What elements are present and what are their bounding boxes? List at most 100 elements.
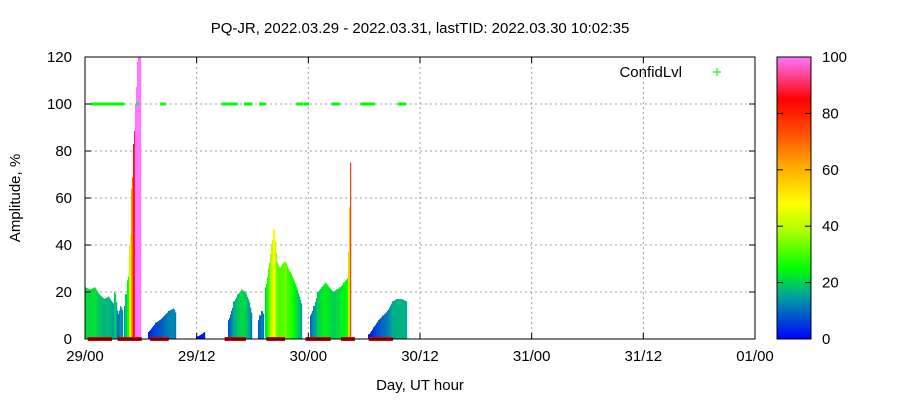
grid bbox=[85, 57, 755, 339]
amplitude-bar bbox=[273, 228, 275, 339]
confidence-point bbox=[244, 102, 247, 106]
amplitude-bar bbox=[402, 299, 404, 339]
amplitude-bar bbox=[326, 283, 328, 339]
amplitude-segment bbox=[368, 299, 408, 339]
amplitude-bar bbox=[282, 263, 284, 339]
amplitude-bar bbox=[167, 312, 169, 339]
y-tick-label: 80 bbox=[55, 143, 72, 160]
amplitude-segment bbox=[228, 289, 253, 339]
amplitude-bar bbox=[235, 299, 237, 339]
amplitude-bar bbox=[110, 299, 112, 339]
confidence-series bbox=[90, 102, 407, 106]
colorbar-tick-label: 60 bbox=[822, 162, 839, 179]
amplitude-bar bbox=[291, 274, 293, 339]
amplitude-bar bbox=[168, 310, 170, 339]
confidence-point bbox=[334, 102, 338, 106]
confidence-point bbox=[248, 102, 252, 106]
amplitude-bar bbox=[140, 57, 142, 339]
confidence-point bbox=[369, 102, 372, 106]
amplitude-bar bbox=[165, 314, 167, 339]
amplitude-bar bbox=[313, 306, 315, 339]
amplitude-bar bbox=[405, 300, 407, 339]
x-axis: 29/00 29/12 30/00 30/12 31/00 31/12 01/00 bbox=[66, 57, 774, 365]
amplitude-bar bbox=[99, 294, 101, 339]
amplitude-bar bbox=[293, 280, 295, 339]
amplitude-segment bbox=[258, 310, 265, 339]
amplitude-bar bbox=[162, 317, 164, 339]
confidence-point bbox=[370, 102, 374, 106]
confidence-point bbox=[111, 102, 115, 106]
confidence-point bbox=[403, 102, 407, 106]
amplitude-bar bbox=[272, 239, 274, 339]
amplitude-bar bbox=[136, 86, 138, 339]
confidence-point bbox=[299, 102, 302, 106]
amplitude-bar bbox=[134, 130, 136, 339]
confidence-point bbox=[160, 102, 163, 106]
confidence-point bbox=[102, 102, 106, 106]
amplitude-bar bbox=[329, 287, 331, 339]
amplitude-bar bbox=[393, 300, 395, 339]
amplitude-bar bbox=[263, 313, 265, 339]
amplitude-bar bbox=[391, 303, 393, 339]
amplitude-bar bbox=[230, 314, 232, 339]
x-tick-label: 29/00 bbox=[66, 348, 104, 365]
confidence-point bbox=[245, 102, 249, 106]
amplitude-bar bbox=[138, 57, 140, 339]
confidence-point bbox=[235, 102, 238, 106]
amplitude-bar bbox=[92, 288, 94, 339]
amplitude-bar bbox=[269, 262, 271, 339]
amplitude-bar bbox=[113, 303, 115, 339]
amplitude-bar bbox=[105, 298, 107, 339]
amplitude-bar bbox=[228, 320, 230, 339]
confidence-point bbox=[93, 102, 97, 106]
amplitude-bar bbox=[198, 335, 200, 339]
confidence-point bbox=[333, 102, 336, 106]
amplitude-bar bbox=[368, 334, 370, 339]
amplitude-bar bbox=[150, 329, 152, 339]
confidence-point bbox=[230, 102, 234, 106]
confidence-point bbox=[161, 102, 165, 106]
confidence-point bbox=[261, 102, 265, 106]
amplitude-bar bbox=[95, 288, 97, 339]
amplitude-bar bbox=[386, 312, 388, 339]
x-tick-label: 30/00 bbox=[290, 348, 328, 365]
amplitude-bar bbox=[274, 229, 276, 339]
confidence-point bbox=[108, 102, 112, 106]
amplitude-bar bbox=[243, 290, 245, 339]
amplitude-bar bbox=[290, 273, 292, 339]
amplitude-segment bbox=[265, 228, 303, 339]
amplitude-bar bbox=[260, 315, 262, 339]
amplitude-bar bbox=[127, 280, 129, 339]
confidence-point bbox=[105, 102, 109, 106]
amplitude-bar bbox=[369, 334, 371, 339]
amplitude-bar bbox=[283, 263, 285, 339]
amplitude-bar bbox=[166, 313, 168, 339]
amplitude-bar bbox=[344, 282, 346, 339]
amplitude-bar bbox=[175, 312, 177, 339]
amplitude-bar bbox=[319, 290, 321, 339]
amplitude-bar bbox=[137, 61, 139, 339]
amplitude-bar bbox=[322, 286, 324, 339]
amplitude-bar bbox=[250, 307, 252, 339]
confidence-point bbox=[221, 102, 225, 106]
amplitude-bar bbox=[285, 261, 287, 339]
amplitude-bar bbox=[102, 297, 104, 339]
amplitude-bar bbox=[324, 283, 326, 339]
amplitude-bar bbox=[156, 322, 158, 339]
amplitude-bar bbox=[115, 293, 117, 339]
amplitude-bar bbox=[373, 327, 375, 339]
amplitude-bar bbox=[148, 331, 150, 339]
amplitude-bar bbox=[318, 291, 320, 339]
amplitude-bar bbox=[117, 315, 119, 339]
confidence-point bbox=[136, 102, 139, 106]
confidence-point bbox=[224, 102, 228, 106]
amplitude-bar bbox=[392, 301, 394, 339]
amplitude-bar bbox=[317, 292, 319, 339]
y-tick-label: 100 bbox=[47, 96, 72, 113]
amplitude-bar bbox=[237, 294, 239, 339]
amplitude-bar bbox=[298, 293, 300, 339]
amplitude-bar bbox=[121, 307, 123, 339]
colorbar-tick-label: 0 bbox=[822, 331, 830, 348]
amplitude-bar bbox=[161, 318, 163, 339]
confidence-point bbox=[163, 102, 166, 106]
